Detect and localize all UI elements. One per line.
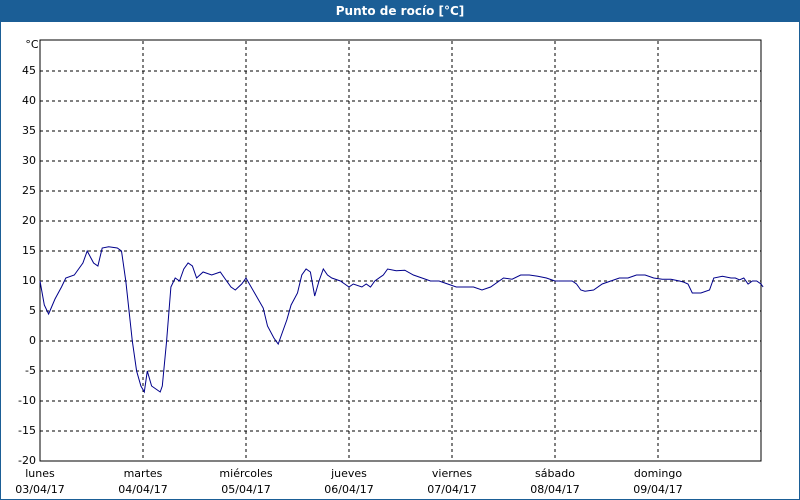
data-line — [39, 246, 764, 394]
y-tick-label: 5 — [29, 304, 36, 317]
y-tick-label: 30 — [22, 154, 36, 167]
x-tick-date: 09/04/17 — [633, 483, 682, 496]
x-tick-label: domingo — [634, 467, 682, 480]
x-tick-date: 05/04/17 — [221, 483, 270, 496]
x-tick-label: viernes — [432, 467, 472, 480]
y-tick-label: 10 — [22, 274, 36, 287]
y-unit: °C — [25, 38, 39, 51]
y-tick-label: -20 — [18, 454, 36, 467]
x-tick-date: 08/04/17 — [530, 483, 579, 496]
y-tick-label: -5 — [25, 364, 36, 377]
y-tick-label: -10 — [18, 394, 36, 407]
y-tick-label: -15 — [18, 424, 36, 437]
x-tick-date: 07/04/17 — [427, 483, 476, 496]
x-tick-date: 04/04/17 — [118, 483, 167, 496]
y-tick-label: 40 — [22, 94, 36, 107]
x-tick-date: 06/04/17 — [324, 483, 373, 496]
y-tick-label: 25 — [22, 184, 36, 197]
x-tick-label: sábado — [535, 467, 575, 480]
plot-border — [39, 39, 762, 462]
x-tick-label: jueves — [330, 467, 367, 480]
y-tick-label: 45 — [22, 64, 36, 77]
x-tick-label: miércoles — [219, 467, 272, 480]
y-tick-label: 0 — [29, 334, 36, 347]
x-tick-date: 03/04/17 — [15, 483, 64, 496]
x-tick-label: lunes — [25, 467, 55, 480]
y-tick-label: 20 — [22, 214, 36, 227]
x-tick-label: martes — [124, 467, 163, 480]
y-tick-label: 15 — [22, 244, 36, 257]
chart-title: Punto de rocío [°C] — [1, 1, 799, 22]
y-tick-label: 35 — [22, 124, 36, 137]
